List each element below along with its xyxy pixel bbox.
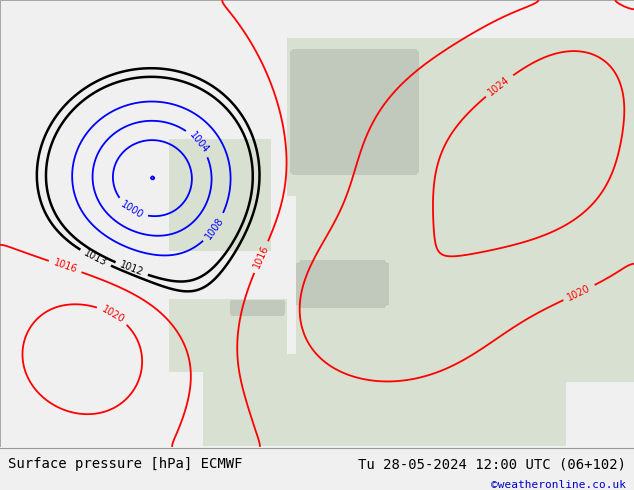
Text: Tu 28-05-2024 12:00 UTC (06+102): Tu 28-05-2024 12:00 UTC (06+102) — [358, 457, 626, 471]
Text: 1016: 1016 — [52, 258, 79, 275]
Text: 1012: 1012 — [119, 260, 145, 278]
Text: 1016: 1016 — [252, 244, 271, 270]
Text: 1024: 1024 — [486, 74, 512, 97]
Text: 1008: 1008 — [204, 215, 226, 241]
Text: 1013: 1013 — [82, 248, 108, 269]
Text: 1004: 1004 — [187, 130, 210, 155]
Text: 1020: 1020 — [566, 283, 592, 302]
Text: 1020: 1020 — [100, 304, 126, 325]
Text: Surface pressure [hPa] ECMWF: Surface pressure [hPa] ECMWF — [8, 457, 242, 471]
Text: 1000: 1000 — [119, 199, 145, 221]
Bar — [0, 0, 634, 447]
Text: ©weatheronline.co.uk: ©weatheronline.co.uk — [491, 480, 626, 490]
